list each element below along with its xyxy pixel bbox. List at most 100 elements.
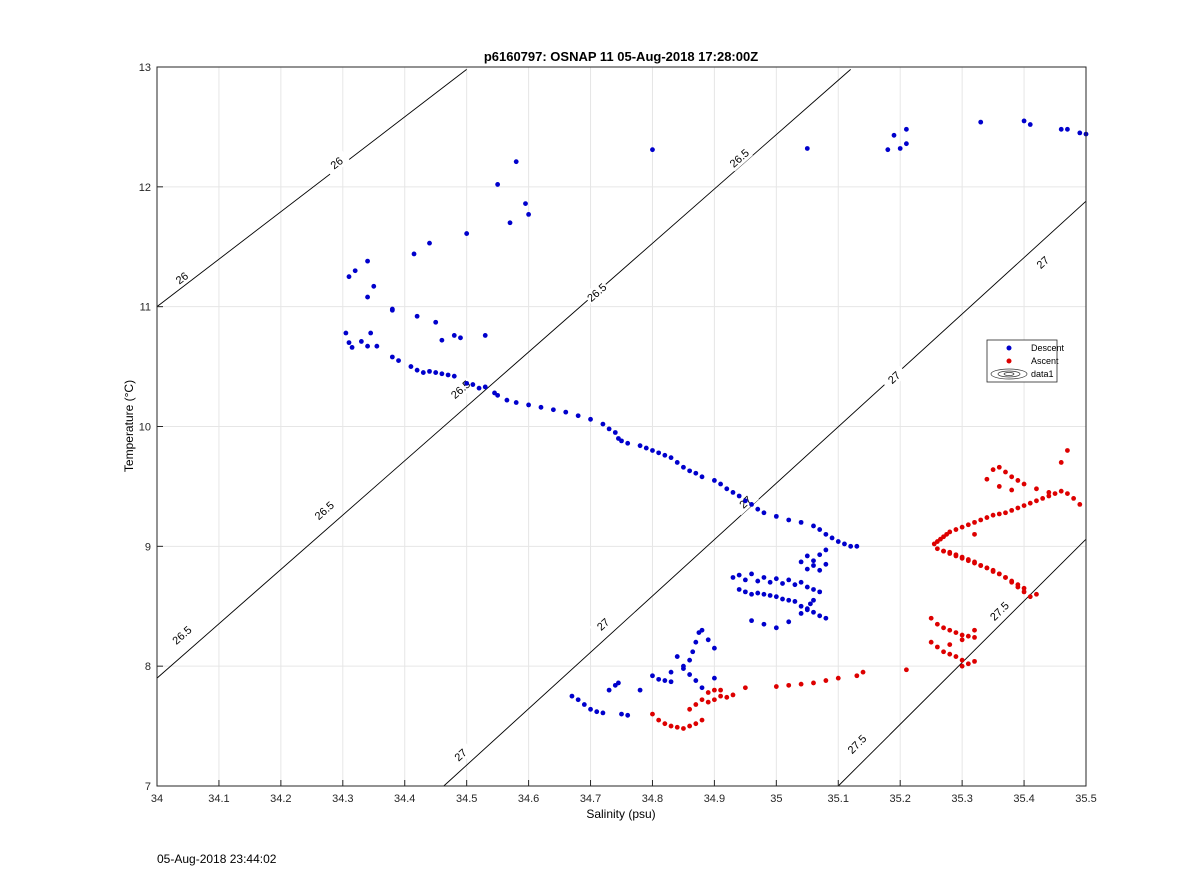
contour-label-bg [725,144,753,172]
ascent-point [860,669,866,675]
descent-point [811,558,816,564]
descent-point [804,146,810,151]
descent-point [625,440,631,446]
descent-point [798,579,804,585]
descent-point [817,527,823,532]
descent-point [807,601,813,607]
y-tick-label: 13 [139,62,151,74]
ascent-point [1009,578,1015,584]
series-layer [343,118,1089,731]
legend-ascent-label: Ascent [1031,356,1059,366]
ascent-point [996,464,1002,470]
descent-point [755,506,761,512]
descent-point [690,649,696,655]
ascent-point [1058,488,1064,494]
legend-descent-marker [1006,345,1012,351]
x-tick-label: 34.2 [270,793,291,805]
descent-point [343,330,349,336]
descent-point [365,294,370,300]
descent-point [588,706,593,712]
descent-point [854,543,860,549]
descent-point [451,333,457,338]
ascent-point [1065,448,1070,453]
descent-point [396,358,401,363]
descent-point [712,478,717,483]
descent-point [389,307,395,313]
legend-box [986,339,1058,383]
ascent-point [972,559,977,565]
contour-line-26 [156,69,467,308]
descent-point [786,619,792,625]
x-tick-label: 35.2 [889,793,910,805]
ascent-point [1009,474,1015,480]
descent-point [451,373,457,379]
descent-point [792,582,798,588]
ascent-point [798,681,804,687]
descent-point [445,372,451,378]
ascent-point [724,694,730,700]
descent-point [749,501,754,507]
ascent-point [1040,496,1046,501]
descent-point [581,702,587,707]
contour-label-bg [310,497,338,524]
descent-point [823,531,829,537]
descent-point [637,443,643,449]
ascent-point [1021,589,1027,595]
ascent-point [965,633,971,639]
legend-contour-icon [990,368,1028,380]
contour-label-bg [985,597,1013,625]
descent-point [643,445,649,451]
ascent-point [773,684,779,689]
descent-point [780,596,785,602]
x-tick-label: 35.5 [1075,793,1096,805]
descent-point [374,343,380,349]
descent-point [897,146,903,151]
ascent-point [947,642,953,647]
ascent-point [662,721,668,727]
descent-point [804,584,810,590]
descent-point [705,637,711,643]
contour-label-bg [583,279,611,306]
legend: Descent Ascent data1 [986,339,1065,383]
ascent-point [959,554,965,560]
descent-point [773,594,779,600]
x-tick-label: 34.9 [704,793,725,805]
descent-point [538,404,544,410]
descent-point [811,587,816,592]
ascent-point [1034,591,1039,597]
descent-point [699,474,705,480]
ascent-point [996,511,1002,517]
descent-point [427,368,432,374]
descent-point [718,481,723,487]
ascent-point [718,693,723,699]
descent-point [470,382,476,387]
ascent-point [668,723,674,729]
descent-point [761,591,767,597]
descent-point [842,541,847,547]
descent-point [358,339,364,344]
descent-point [798,611,804,616]
ascent-point [650,711,655,717]
descent-point [798,559,804,565]
legend-descent-label: Descent [1031,343,1065,353]
x-tick-label: 34.7 [580,793,601,805]
descent-point [674,654,680,659]
ascent-point [996,484,1002,489]
ascent-point [934,546,940,552]
ascent-point [959,663,965,669]
x-axis-label: Salinity (psu) [586,807,655,821]
descent-point [368,330,374,336]
descent-point [699,627,705,633]
descent-point [687,672,693,677]
ascent-point [959,632,965,638]
ascent-point [1027,594,1033,600]
descent-point [619,438,624,444]
x-tick-label: 35.4 [1013,793,1034,805]
descent-point [786,577,792,583]
descent-point [495,182,501,187]
descent-point [650,673,655,679]
descent-point [773,513,779,519]
ascent-point [786,682,792,688]
ascent-point [1065,491,1070,497]
